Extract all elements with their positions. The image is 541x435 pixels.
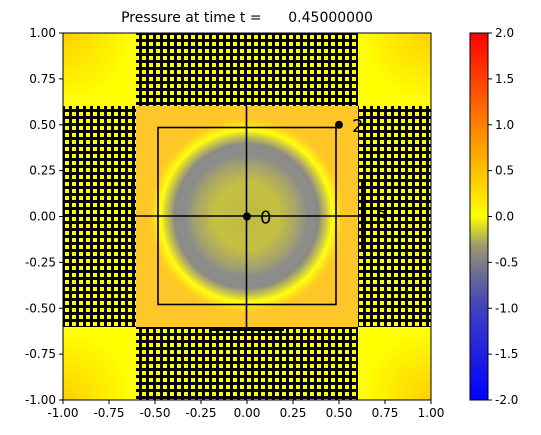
x-tick-label: 0.25 (280, 406, 307, 420)
x-tick-label: -0.50 (139, 406, 170, 420)
pml-region-left (63, 106, 136, 327)
probe-label: 3 (376, 208, 387, 229)
probe-marker (243, 212, 251, 221)
colorbar-tick-label: -1.5 (495, 347, 518, 361)
x-tick-label: 1.00 (418, 406, 445, 420)
colorbar-tick-label: -0.5 (495, 255, 518, 269)
colorbar (469, 32, 489, 401)
colorbar-tick-label: 1.5 (495, 72, 514, 86)
y-tick-label: 1.00 (29, 26, 56, 40)
y-tick-label: -0.25 (25, 255, 56, 269)
y-tick-label: -0.50 (25, 301, 56, 315)
colorbar-tick-label: -1.0 (495, 301, 518, 315)
corner-top-right (358, 33, 431, 106)
probe-marker (335, 120, 343, 129)
y-tick-label: 0.50 (29, 118, 56, 132)
corner-top-left (63, 33, 136, 106)
colorbar-tick-label: 2.0 (495, 26, 514, 40)
y-tick-label: -0.75 (25, 347, 56, 361)
x-tick-label: 0.50 (326, 406, 353, 420)
colorbar-tick-label: 1.0 (495, 118, 514, 132)
corner-bottom-right (358, 327, 431, 400)
probe-label: 2 (352, 116, 363, 137)
probe-label: 0 (260, 208, 271, 229)
colorbar-tick-label: -2.0 (495, 393, 518, 407)
probe-layer: 0 2 3 (243, 116, 387, 229)
x-tick-label: 0.75 (372, 406, 399, 420)
pml-region-bottom (136, 327, 358, 400)
y-tick-label: 0.75 (29, 72, 56, 86)
y-tick-label: 0.25 (29, 164, 56, 178)
colorbar-tick-label: 0.5 (495, 164, 514, 178)
chart-title: Pressure at time t = 0.45000000 (121, 10, 373, 26)
x-tick-label: -1.00 (47, 406, 78, 420)
y-tick-label: -1.00 (25, 393, 56, 407)
y-axis: 1.00 0.75 0.50 0.25 0.00 -0.25 -0.50 -0.75 -1.00 (25, 26, 63, 407)
x-axis: -1.00 -0.75 -0.50 -0.25 0.00 0.25 0.50 0.75 1.00 (47, 400, 444, 420)
x-tick-label: -0.75 (93, 406, 124, 420)
x-tick-label: -0.25 (185, 406, 216, 420)
corner-bottom-left (63, 327, 136, 400)
pml-region-top (136, 33, 358, 106)
colorbar-tick-label: 0.0 (495, 210, 514, 224)
y-tick-label: 0.00 (29, 210, 56, 224)
colorbar-axis: 2.0 1.5 1.0 0.5 0.0 -0.5 -1.0 -1.5 -2.0 (488, 26, 518, 407)
x-tick-label: 0.00 (234, 406, 261, 420)
